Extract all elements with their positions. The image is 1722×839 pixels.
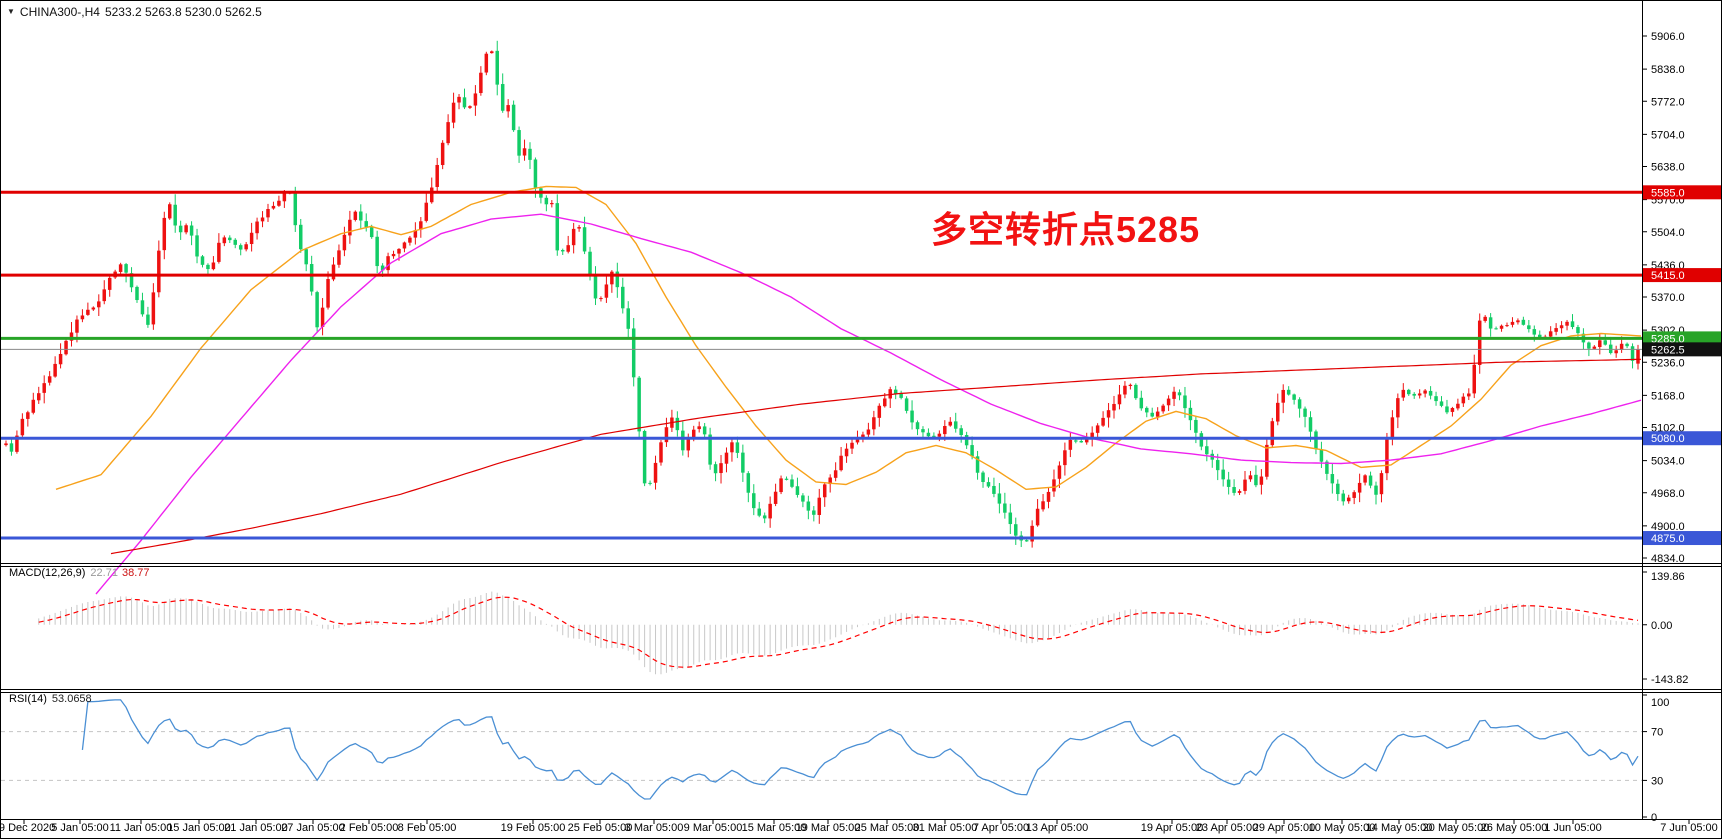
symbol-timeframe-label: CHINA300-,H4 [19, 5, 100, 19]
svg-text:2 Feb 05:00: 2 Feb 05:00 [340, 822, 399, 834]
svg-text:0.00: 0.00 [1651, 620, 1672, 632]
macd-axis: 139.86 0.00 -143.82 [1642, 571, 1688, 686]
svg-text:4875.0: 4875.0 [1651, 533, 1685, 545]
svg-text:13 Apr 05:00: 13 Apr 05:00 [1026, 822, 1088, 834]
svg-text:5168.0: 5168.0 [1651, 390, 1685, 402]
current-bar-ohlc: 5233.2 5263.8 5230.0 5262.5 [104, 5, 262, 19]
svg-text:5415.0: 5415.0 [1651, 270, 1685, 282]
rsi-axis: 100 70 30 0 [1642, 694, 1669, 824]
svg-text:5370.0: 5370.0 [1651, 292, 1685, 304]
price-axis: 5906.05838.05772.05704.05638.05570.05504… [1642, 31, 1685, 565]
macd-histogram [38, 591, 1639, 675]
rsi-indicator-label: RSI(14) 53.0658 [9, 693, 92, 705]
svg-text:19 Apr 05:00: 19 Apr 05:00 [1141, 822, 1203, 834]
svg-text:5585.0: 5585.0 [1651, 187, 1685, 199]
svg-text:19 Mar 05:00: 19 Mar 05:00 [796, 822, 861, 834]
svg-text:3 Mar 05:00: 3 Mar 05:00 [625, 822, 684, 834]
chart-title: ▼ CHINA300-,H4 5233.2 5263.8 5230.0 5262… [7, 5, 262, 19]
svg-text:5262.5: 5262.5 [1651, 344, 1685, 356]
svg-text:11 Jan 05:00: 11 Jan 05:00 [110, 822, 173, 834]
svg-text:31 Mar 05:00: 31 Mar 05:00 [913, 822, 978, 834]
text-annotation[interactable]: 多空转折点5285 [931, 209, 1201, 250]
svg-text:20 May 05:00: 20 May 05:00 [1423, 822, 1490, 834]
svg-text:1 Jun 05:00: 1 Jun 05:00 [1544, 822, 1602, 834]
macd-signal-line [38, 596, 1639, 668]
rsi-line [81, 699, 1639, 800]
svg-text:15 Mar 05:00: 15 Mar 05:00 [742, 822, 807, 834]
horizontal-level-lines[interactable] [1, 190, 1642, 540]
svg-text:5080.0: 5080.0 [1651, 433, 1685, 445]
svg-text:26 May 05:00: 26 May 05:00 [1481, 822, 1548, 834]
svg-text:29 Dec 2020: 29 Dec 2020 [1, 822, 55, 834]
macd-indicator-label: MACD(12,26,9) 22.71 38.77 [9, 567, 149, 579]
svg-text:7 Apr 05:00: 7 Apr 05:00 [973, 822, 1029, 834]
svg-text:5772.0: 5772.0 [1651, 96, 1685, 108]
svg-text:30: 30 [1651, 775, 1663, 787]
svg-text:4900.0: 4900.0 [1651, 521, 1685, 533]
ma-mid-magenta-line [95, 213, 1642, 595]
ma-slow-red-line [110, 358, 1642, 555]
svg-text:5236.0: 5236.0 [1651, 357, 1685, 369]
svg-text:23 Apr 05:00: 23 Apr 05:00 [1196, 822, 1258, 834]
svg-text:100: 100 [1651, 697, 1669, 709]
svg-text:8 Feb 05:00: 8 Feb 05:00 [398, 822, 457, 834]
rsi-value: 53.0658 [51, 693, 92, 705]
ma-fast-orange-line [55, 185, 1642, 491]
svg-text:5034.0: 5034.0 [1651, 456, 1685, 468]
svg-text:9 Mar 05:00: 9 Mar 05:00 [684, 822, 743, 834]
svg-text:5906.0: 5906.0 [1651, 31, 1685, 43]
svg-text:5638.0: 5638.0 [1651, 162, 1685, 174]
svg-text:14 May 05:00: 14 May 05:00 [1366, 822, 1433, 834]
svg-text:27 Jan 05:00: 27 Jan 05:00 [281, 822, 345, 834]
svg-text:70: 70 [1651, 727, 1663, 739]
svg-text:5 Jan 05:00: 5 Jan 05:00 [51, 822, 109, 834]
svg-text:0: 0 [1651, 812, 1657, 824]
svg-text:4968.0: 4968.0 [1651, 488, 1685, 500]
rsi-name: RSI(14) [9, 693, 47, 705]
svg-text:139.86: 139.86 [1651, 571, 1685, 583]
svg-text:5704.0: 5704.0 [1651, 129, 1685, 141]
candlestick-series [4, 40, 1640, 548]
svg-text:5838.0: 5838.0 [1651, 64, 1685, 76]
svg-text:4834.0: 4834.0 [1651, 553, 1685, 565]
svg-text:19 Feb 05:00: 19 Feb 05:00 [501, 822, 566, 834]
panel-frame [1, 1, 1721, 820]
symbol-dropdown-icon[interactable]: ▼ [7, 7, 15, 16]
macd-signal-value: 38.77 [121, 567, 150, 579]
svg-text:29 Apr 05:00: 29 Apr 05:00 [1253, 822, 1315, 834]
svg-text:15 Jan 05:00: 15 Jan 05:00 [167, 822, 231, 834]
macd-main-value: 22.71 [90, 567, 118, 579]
svg-text:7 Jun 05:00: 7 Jun 05:00 [1660, 822, 1718, 834]
svg-text:25 Feb 05:00: 25 Feb 05:00 [568, 822, 633, 834]
svg-text:21 Jan 05:00: 21 Jan 05:00 [224, 822, 288, 834]
svg-text:5504.0: 5504.0 [1651, 227, 1685, 239]
svg-text:25 Mar 05:00: 25 Mar 05:00 [855, 822, 920, 834]
rsi-level-lines [1, 731, 1642, 781]
macd-name: MACD(12,26,9) [9, 567, 86, 579]
svg-text:10 May 05:00: 10 May 05:00 [1309, 822, 1376, 834]
svg-text:-143.82: -143.82 [1651, 674, 1688, 686]
